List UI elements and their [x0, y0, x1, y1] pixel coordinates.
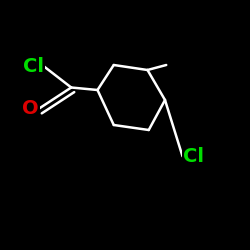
Text: Cl: Cl [182, 147, 204, 166]
Text: Cl: Cl [23, 57, 44, 76]
Text: O: O [22, 99, 39, 118]
